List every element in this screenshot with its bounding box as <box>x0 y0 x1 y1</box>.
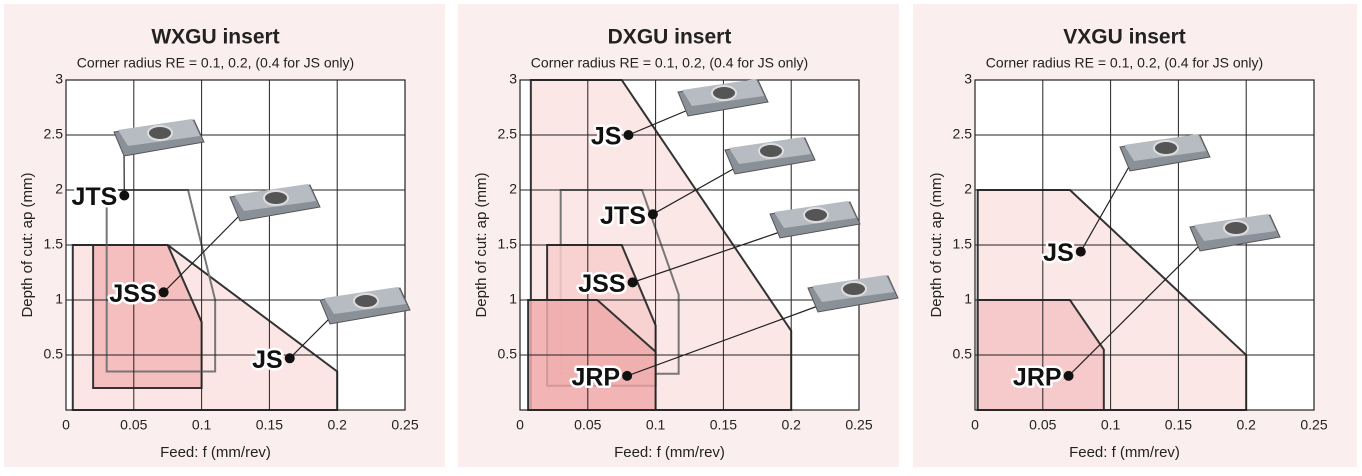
x-tick-label: 0.15 <box>710 417 737 433</box>
x-tick-label: 0 <box>516 417 524 433</box>
x-tick-label: 0.25 <box>845 417 872 433</box>
insert-hole <box>712 86 736 100</box>
x-tick-label: 0.05 <box>120 417 147 433</box>
x-tick-label: 0.05 <box>1029 417 1056 433</box>
region-label: JRP <box>1013 364 1062 392</box>
y-tick-label: 1.5 <box>498 236 518 252</box>
chart-title: WXGU insert <box>151 26 279 49</box>
insert-hole <box>1154 141 1178 155</box>
y-tick-label: 3 <box>509 71 517 87</box>
y-tick-label: 0.5 <box>498 346 518 362</box>
chart-subtitle: Corner radius RE = 0.1, 0.2, (0.4 for JS… <box>531 55 808 71</box>
y-tick-label: 2.5 <box>498 126 518 142</box>
y-tick-label: 2.5 <box>44 126 64 142</box>
region-point <box>119 191 129 201</box>
x-tick-label: 0.1 <box>192 417 212 433</box>
x-tick-label: 0.05 <box>574 417 601 433</box>
insert-hole <box>354 294 378 308</box>
region-point <box>1076 247 1086 257</box>
region-point <box>622 371 632 381</box>
y-tick-label: 1.5 <box>953 236 973 252</box>
x-tick-label: 0.2 <box>781 417 801 433</box>
region-label: JS <box>591 123 622 151</box>
y-tick-label: 2 <box>509 181 517 197</box>
chart-subtitle: Corner radius RE = 0.1, 0.2, (0.4 for JS… <box>77 55 354 71</box>
insert-hole <box>1224 221 1248 235</box>
y-tick-label: 2 <box>964 181 972 197</box>
x-tick-label: 0.25 <box>1300 417 1327 433</box>
y-tick-label: 2.5 <box>953 126 973 142</box>
y-axis-label: Depth of cut: ap (mm) <box>19 172 36 317</box>
x-tick-label: 0 <box>971 417 979 433</box>
x-tick-label: 0.25 <box>391 417 418 433</box>
region-point <box>623 130 633 140</box>
chart-subtitle: Corner radius RE = 0.1, 0.2, (0.4 for JS… <box>986 55 1263 71</box>
y-tick-label: 1 <box>964 291 972 307</box>
x-axis-label: Feed: f (mm/rev) <box>614 444 725 461</box>
x-tick-label: 0.1 <box>1101 417 1121 433</box>
x-axis-label: Feed: f (mm/rev) <box>1069 444 1180 461</box>
y-tick-label: 2 <box>55 181 63 197</box>
region-label: JS <box>252 346 283 374</box>
x-tick-label: 0.2 <box>327 417 347 433</box>
y-tick-label: 1.5 <box>44 236 64 252</box>
x-tick-label: 0.2 <box>1236 417 1256 433</box>
x-tick-label: 0.1 <box>646 417 666 433</box>
region-label: JSS <box>109 280 156 308</box>
insert-hole <box>148 126 172 140</box>
y-axis-label: Depth of cut: ap (mm) <box>928 172 945 317</box>
region-label: JSS <box>578 270 625 298</box>
x-axis-label: Feed: f (mm/rev) <box>160 444 271 461</box>
insert-hole <box>264 191 288 205</box>
region-label: JTS <box>600 202 646 230</box>
region-point <box>1064 371 1074 381</box>
x-tick-label: 0.15 <box>256 417 283 433</box>
chart-title: DXGU insert <box>608 26 732 49</box>
chart-title: VXGU insert <box>1063 26 1186 49</box>
region-point <box>648 209 658 219</box>
region-label: JRP <box>571 364 620 392</box>
y-tick-label: 0.5 <box>44 346 64 362</box>
y-tick-label: 1 <box>55 291 63 307</box>
y-tick-label: 0.5 <box>953 346 973 362</box>
region-label: JS <box>1043 239 1074 267</box>
region-point <box>285 353 295 363</box>
y-tick-label: 1 <box>509 291 517 307</box>
region-label: JTS <box>71 183 117 211</box>
region-point <box>628 277 638 287</box>
y-tick-label: 3 <box>964 71 972 87</box>
region-point <box>159 287 169 297</box>
y-axis-label: Depth of cut: ap (mm) <box>473 172 490 317</box>
x-tick-label: 0 <box>62 417 70 433</box>
x-tick-label: 0.15 <box>1165 417 1192 433</box>
insert-hole <box>759 144 783 158</box>
y-tick-label: 3 <box>55 71 63 87</box>
insert-hole <box>804 208 828 222</box>
insert-hole <box>842 282 866 296</box>
